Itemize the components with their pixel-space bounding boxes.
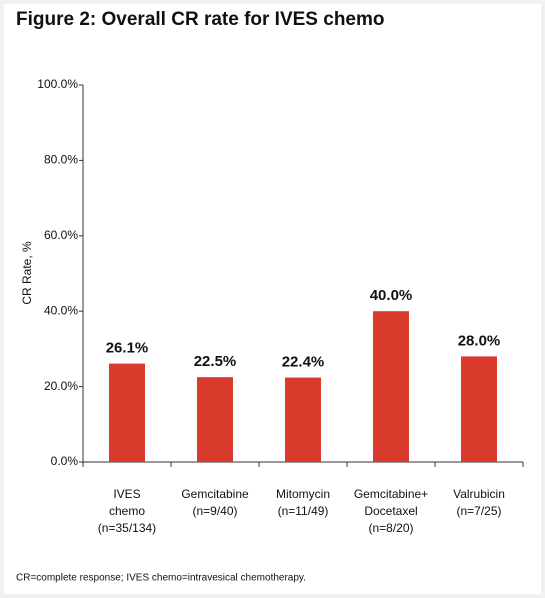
x-tick-label: Mitomycin	[276, 487, 330, 501]
y-tick-label: 0.0%	[51, 454, 79, 468]
x-tick-label: Valrubicin	[453, 487, 505, 501]
value-label: 28.0%	[458, 332, 501, 349]
x-tick-label: (n=8/20)	[368, 521, 413, 535]
footnote: CR=complete response; IVES chemo=intrave…	[16, 573, 306, 584]
x-tick-label: Gemcitabine+	[354, 487, 428, 501]
bar	[461, 356, 497, 462]
chart-title: Figure 2: Overall CR rate for IVES chemo	[16, 9, 385, 30]
panel	[4, 4, 541, 594]
y-axis-label: CR Rate, %	[20, 241, 34, 305]
y-tick-label: 20.0%	[44, 379, 78, 393]
x-tick-label: (n=9/40)	[192, 504, 237, 518]
y-tick-label: 100.0%	[37, 77, 78, 91]
x-tick-label: IVES	[113, 487, 140, 501]
y-tick-label: 60.0%	[44, 228, 78, 242]
bar	[197, 377, 233, 462]
bar	[285, 377, 321, 462]
x-tick-label: chemo	[109, 504, 145, 518]
x-tick-label: (n=7/25)	[456, 504, 501, 518]
value-label: 22.5%	[194, 353, 237, 370]
bar	[373, 311, 409, 462]
value-label: 26.1%	[106, 340, 149, 357]
y-tick-label: 40.0%	[44, 303, 78, 317]
x-tick-label: (n=35/134)	[98, 521, 156, 535]
value-label: 40.0%	[370, 287, 413, 304]
bar	[109, 363, 145, 462]
x-tick-label: (n=11/49)	[278, 504, 329, 518]
y-tick-label: 80.0%	[44, 153, 78, 167]
value-label: 22.4%	[282, 354, 325, 371]
x-tick-label: Docetaxel	[364, 504, 417, 518]
x-tick-label: Gemcitabine	[181, 487, 249, 501]
